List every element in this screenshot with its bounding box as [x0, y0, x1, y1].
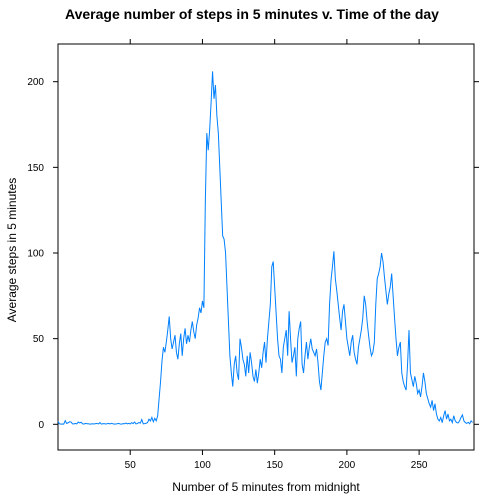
x-tick-label: 50: [125, 460, 137, 471]
y-tick-label: 100: [27, 248, 44, 259]
y-tick-label: 150: [27, 163, 44, 174]
x-tick-label: 100: [194, 460, 211, 471]
x-axis-label: Number of 5 minutes from midnight: [172, 480, 360, 494]
y-axis-label: Average steps in 5 minutes: [5, 178, 19, 323]
x-tick-label: 200: [339, 460, 356, 471]
x-tick-label: 150: [266, 460, 283, 471]
plot-frame: [57, 43, 475, 451]
axis-ticks: [53, 39, 479, 455]
y-tick-label: 50: [33, 334, 45, 345]
series-line: [57, 71, 473, 425]
y-tick-label: 200: [27, 77, 44, 88]
x-tick-label: 250: [411, 460, 428, 471]
tick-labels: 50 100 150 200 250 0 50 100 150 200: [27, 77, 428, 471]
chart-title: Average number of steps in 5 minutes v. …: [65, 6, 439, 22]
y-tick-label: 0: [38, 420, 44, 431]
